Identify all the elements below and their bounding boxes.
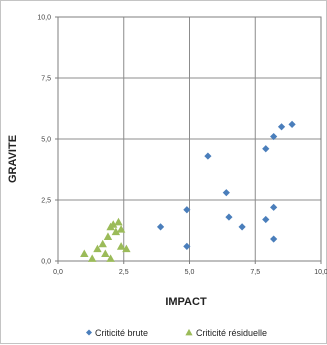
point-criticite-residuelle [116, 225, 126, 233]
y-tick-label: 0,0 [41, 259, 51, 266]
point-criticite-brute [288, 120, 296, 128]
y-tick-label: 10,0 [37, 15, 51, 22]
y-tick-label: 2,5 [41, 198, 51, 205]
point-criticite-brute [238, 223, 246, 231]
y-tick-label: 5,0 [41, 137, 51, 144]
x-tick-labels: 0,0 2,5 5,0 7,5 10,0 [53, 269, 327, 276]
grid-lines [55, 16, 322, 264]
data-points [80, 120, 296, 262]
point-criticite-residuelle [114, 217, 123, 226]
point-criticite-residuelle [116, 242, 126, 250]
point-criticite-residuelle [106, 254, 115, 262]
y-tick-label: 7,5 [41, 76, 51, 83]
point-criticite-residuelle [80, 249, 89, 258]
legend-marker-criticite-brute [86, 329, 92, 336]
point-criticite-brute [277, 123, 286, 131]
y-axis-title: GRAVITE [7, 135, 19, 183]
point-criticite-brute [262, 215, 270, 224]
point-criticite-brute [183, 206, 191, 214]
point-criticite-brute [222, 189, 230, 197]
point-criticite-residuelle [101, 249, 110, 258]
legend-marker-criticite-residuelle [185, 328, 193, 336]
point-criticite-brute [204, 152, 212, 160]
point-criticite-brute [225, 213, 233, 221]
point-criticite-residuelle [122, 244, 131, 253]
point-criticite-brute [183, 242, 191, 250]
x-tick-label: 10,0 [314, 269, 327, 276]
legend: Criticité brute Criticité résiduelle [86, 328, 267, 338]
point-criticite-residuelle [103, 232, 113, 240]
point-criticite-residuelle [93, 244, 102, 253]
point-criticite-residuelle [111, 227, 121, 236]
point-criticite-brute [270, 235, 278, 243]
x-axis-title: IMPACT [165, 296, 207, 308]
point-criticite-brute [270, 203, 278, 211]
x-tick-label: 5,0 [185, 269, 195, 276]
x-tick-label: 7,5 [250, 269, 260, 276]
x-tick-label: 2,5 [119, 269, 129, 276]
x-tick-label: 0,0 [53, 269, 63, 276]
point-criticite-brute [270, 132, 278, 141]
point-criticite-residuelle [98, 239, 107, 248]
legend-label-criticite-brute: Criticité brute [95, 328, 148, 338]
point-criticite-residuelle [109, 220, 118, 228]
point-criticite-residuelle [87, 254, 97, 262]
plot-area [57, 16, 322, 262]
point-criticite-brute [262, 145, 270, 153]
legend-label-criticite-residuelle: Criticité résiduelle [196, 328, 267, 338]
point-criticite-brute [156, 223, 165, 231]
y-tick-labels: 0,0 2,5 5,0 7,5 10,0 [37, 15, 51, 266]
